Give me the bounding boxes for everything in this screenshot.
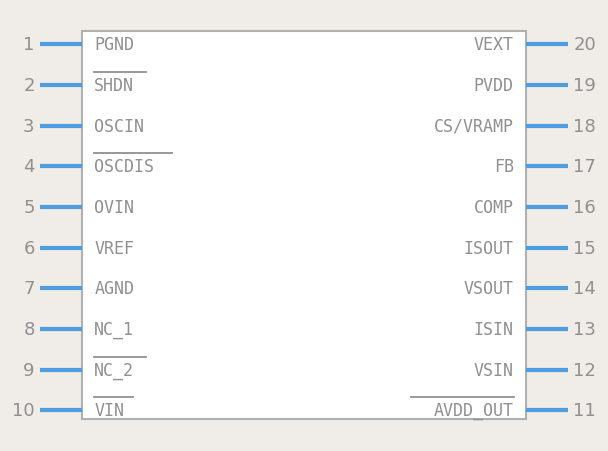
- Text: 19: 19: [573, 77, 596, 95]
- Text: VREF: VREF: [94, 239, 134, 257]
- Text: 3: 3: [23, 117, 35, 135]
- Text: AGND: AGND: [94, 280, 134, 298]
- Text: 7: 7: [23, 280, 35, 298]
- Text: 17: 17: [573, 158, 596, 176]
- Text: 16: 16: [573, 198, 596, 216]
- Text: 15: 15: [573, 239, 596, 257]
- Text: PGND: PGND: [94, 36, 134, 54]
- Text: NC_2: NC_2: [94, 361, 134, 379]
- Text: SHDN: SHDN: [94, 77, 134, 95]
- Text: PVDD: PVDD: [474, 77, 514, 95]
- Text: CS/VRAMP: CS/VRAMP: [434, 117, 514, 135]
- Text: NC_1: NC_1: [94, 320, 134, 338]
- Text: VIN: VIN: [94, 401, 124, 419]
- Text: 9: 9: [23, 361, 35, 379]
- Text: 6: 6: [23, 239, 35, 257]
- Text: 11: 11: [573, 401, 596, 419]
- Text: COMP: COMP: [474, 198, 514, 216]
- Text: VSIN: VSIN: [474, 361, 514, 379]
- Text: 12: 12: [573, 361, 596, 379]
- Text: VSOUT: VSOUT: [464, 280, 514, 298]
- Text: OVIN: OVIN: [94, 198, 134, 216]
- Text: ISIN: ISIN: [474, 320, 514, 338]
- Text: OSCIN: OSCIN: [94, 117, 144, 135]
- Text: ISOUT: ISOUT: [464, 239, 514, 257]
- Text: 18: 18: [573, 117, 596, 135]
- Text: VEXT: VEXT: [474, 36, 514, 54]
- Text: 1: 1: [23, 36, 35, 54]
- Text: 8: 8: [23, 320, 35, 338]
- Text: 14: 14: [573, 280, 596, 298]
- Text: 20: 20: [573, 36, 596, 54]
- Text: 13: 13: [573, 320, 596, 338]
- Text: 4: 4: [23, 158, 35, 176]
- Text: 5: 5: [23, 198, 35, 216]
- Text: OSCDIS: OSCDIS: [94, 158, 154, 176]
- Text: 2: 2: [23, 77, 35, 95]
- Text: 10: 10: [12, 401, 35, 419]
- Bar: [82, 32, 526, 419]
- Text: AVDD_OUT: AVDD_OUT: [434, 401, 514, 419]
- Text: FB: FB: [494, 158, 514, 176]
